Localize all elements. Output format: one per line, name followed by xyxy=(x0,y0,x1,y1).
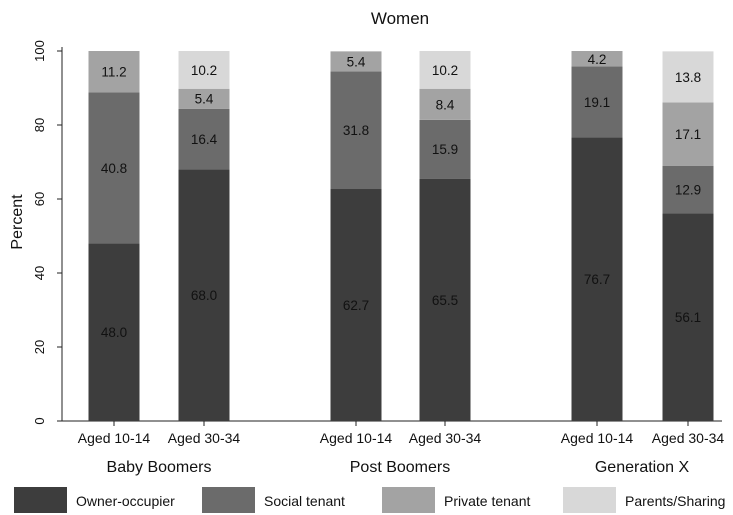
data-label: 12.9 xyxy=(675,183,701,198)
legend-swatch xyxy=(14,487,67,513)
bar-segment xyxy=(571,137,623,421)
legend: Owner-occupier Social tenant Private tenan… xyxy=(14,487,725,513)
bar-segment xyxy=(419,88,471,120)
legend-label: Social tenant xyxy=(264,493,345,509)
bar-segment xyxy=(330,71,382,190)
group-label: Post Boomers xyxy=(350,459,450,476)
bar-segment xyxy=(571,66,623,138)
group-label: Baby Boomers xyxy=(107,459,212,476)
y-tick-label: 40 xyxy=(32,266,47,280)
data-label: 62.7 xyxy=(343,298,369,313)
data-label: 31.8 xyxy=(343,123,369,138)
legend-swatch xyxy=(382,487,435,513)
bar-segment xyxy=(662,165,714,214)
bar-segment xyxy=(88,51,140,93)
bar-segment xyxy=(571,51,623,67)
legend-swatch xyxy=(202,487,255,513)
bar-segment xyxy=(662,51,714,103)
x-tick-label: Aged 10-14 xyxy=(320,430,393,446)
bar-segment xyxy=(419,119,471,179)
bar-segment xyxy=(330,189,382,421)
data-label: 4.2 xyxy=(588,52,607,67)
data-label: 10.2 xyxy=(432,63,458,78)
data-label: 10.2 xyxy=(191,63,217,78)
x-tick-label: Aged 30-34 xyxy=(409,430,482,446)
bar-segment xyxy=(88,92,140,244)
data-label: 68.0 xyxy=(191,288,217,303)
y-tick-label: 0 xyxy=(32,417,47,424)
x-tick-label: Aged 30-34 xyxy=(168,430,241,446)
y-tick-label: 80 xyxy=(32,118,47,132)
plot-area: 0 20 40 60 80 100 48.0 40.8 11.2 Aged 10-14 68.0 16… xyxy=(32,40,724,476)
y-axis-label: Percent xyxy=(9,194,26,250)
data-label: 65.5 xyxy=(432,293,458,308)
bar-segment xyxy=(178,51,230,89)
data-label: 19.1 xyxy=(584,95,610,110)
x-tick-label: Aged 10-14 xyxy=(561,430,634,446)
data-label: 17.1 xyxy=(675,127,701,142)
bar-segment xyxy=(178,169,230,421)
bar-segment xyxy=(662,102,714,166)
data-label: 16.4 xyxy=(191,132,218,147)
bar-segment xyxy=(419,178,471,421)
chart-title: Women xyxy=(371,9,429,28)
group-label: Generation X xyxy=(595,459,690,476)
data-label: 5.4 xyxy=(195,92,214,107)
bar-segment xyxy=(178,88,230,109)
data-label: 15.9 xyxy=(432,142,458,157)
legend-label: Owner-occupier xyxy=(76,493,175,509)
y-tick-label: 20 xyxy=(32,340,47,354)
x-tick-label: Aged 30-34 xyxy=(652,430,725,446)
y-tick-label: 100 xyxy=(32,40,47,62)
data-label: 40.8 xyxy=(101,161,127,176)
data-label: 13.8 xyxy=(675,70,701,85)
legend-label: Private tenant xyxy=(444,493,530,509)
data-label: 8.4 xyxy=(436,97,455,112)
data-label: 76.7 xyxy=(584,272,610,287)
bar-segment xyxy=(330,51,382,72)
legend-swatch xyxy=(563,487,616,513)
data-label: 56.1 xyxy=(675,310,701,325)
data-label: 11.2 xyxy=(101,65,126,80)
x-tick-label: Aged 10-14 xyxy=(78,430,151,446)
y-tick-label: 60 xyxy=(32,192,47,206)
bar-segment xyxy=(88,243,140,421)
legend-label: Parents/Sharing xyxy=(625,493,725,509)
bar-segment xyxy=(662,213,714,421)
data-label: 48.0 xyxy=(101,325,127,340)
bar-segment xyxy=(178,108,230,170)
bar-segment xyxy=(419,51,471,89)
data-label: 5.4 xyxy=(347,54,366,69)
